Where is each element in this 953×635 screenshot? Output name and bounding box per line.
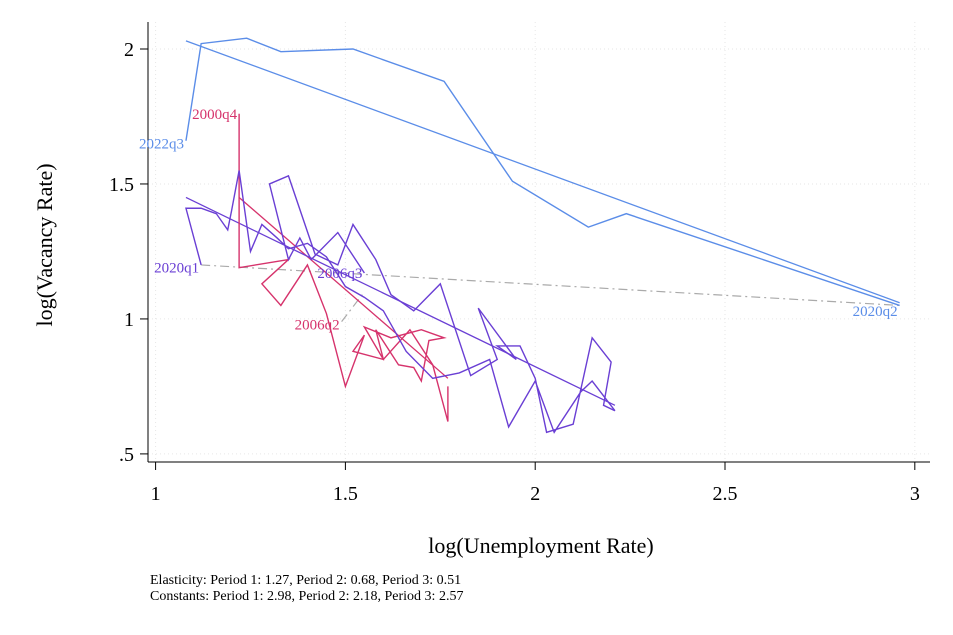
series-line-period-1 [238, 113, 449, 422]
point-label-2022q3: 2022q3 [139, 136, 184, 152]
y-tick-label-1: 1 [124, 309, 134, 331]
constants-note: Constants: Period 1: 2.98, Period 2: 2.1… [150, 589, 464, 604]
series-line-period-3 [185, 37, 900, 307]
x-tick-label-1: 1.5 [333, 483, 358, 505]
y-tick-label-0: .5 [119, 444, 134, 466]
point-label-2006q2: 2006q2 [295, 317, 340, 333]
connectors [201, 264, 900, 322]
y-tick-label-2: 1.5 [109, 174, 134, 196]
chart: 1 1.5 2 2.5 3 .5 1 1.5 2 2000q4 2022q3 2020q1 2006q… [32, 22, 930, 558]
x-tick-label-3: 2.5 [713, 483, 738, 505]
fit-lines [185, 40, 900, 406]
gridlines [148, 22, 930, 462]
x-tick-label-4: 3 [910, 483, 920, 505]
axes: 1 1.5 2 2.5 3 .5 1 1.5 2 [109, 22, 930, 505]
x-tick-label-0: 1 [151, 483, 161, 505]
y-axis-title: log(Vacancy Rate) [32, 163, 57, 326]
series-line-period-2 [185, 170, 616, 434]
point-label-2006q3: 2006q3 [317, 266, 362, 282]
point-labels: 2000q4 2022q3 2020q1 2006q3 2006q2 2020q2 [139, 107, 898, 334]
y-tick-label-3: 2 [124, 39, 134, 61]
x-axis-title: log(Unemployment Rate) [428, 533, 653, 558]
connector-line-1 [201, 264, 900, 307]
fit-line-1 [238, 196, 449, 379]
series-lines [185, 37, 900, 434]
connector-line-0 [341, 291, 365, 322]
point-label-2020q1: 2020q1 [154, 261, 199, 277]
fit-line-3 [185, 40, 900, 304]
point-label-2020q2: 2020q2 [853, 304, 898, 320]
elasticity-note: Elasticity: Period 1: 1.27, Period 2: 0.… [150, 573, 462, 588]
x-tick-label-2: 2 [530, 483, 540, 505]
point-label-2000q4: 2000q4 [192, 107, 238, 123]
